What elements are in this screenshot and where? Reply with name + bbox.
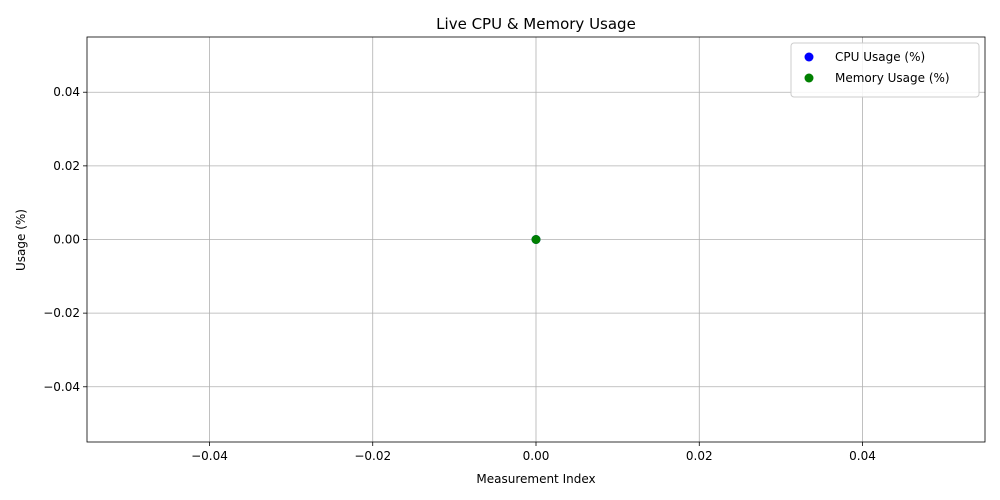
y-axis-ticks: −0.04 −0.02 0.00 0.02 0.04 [43,85,87,394]
x-tick-label: 0.02 [686,449,713,463]
data-point-memory [531,235,541,244]
y-tick-label: 0.00 [53,233,80,247]
y-tick-label: −0.02 [43,306,80,320]
chart-title: Live CPU & Memory Usage [436,15,636,33]
legend-label-cpu: CPU Usage (%) [835,50,925,64]
legend-marker-cpu [804,52,814,62]
x-tick-label: −0.02 [354,449,391,463]
y-tick-label: 0.02 [53,159,80,173]
legend-marker-memory [804,73,814,83]
legend: CPU Usage (%) Memory Usage (%) [790,42,980,98]
legend-label-memory: Memory Usage (%) [835,71,950,85]
x-tick-label: 0.04 [849,449,876,463]
y-tick-label: 0.04 [53,85,80,99]
legend-box [790,42,980,98]
x-tick-label: −0.04 [191,449,228,463]
data-points [531,235,541,244]
x-axis-label: Measurement Index [476,472,595,486]
y-tick-label: −0.04 [43,380,80,394]
x-tick-label: 0.00 [523,449,550,463]
y-axis-label: Usage (%) [14,209,28,271]
x-axis-ticks: −0.04 −0.02 0.00 0.02 0.04 [191,442,876,463]
